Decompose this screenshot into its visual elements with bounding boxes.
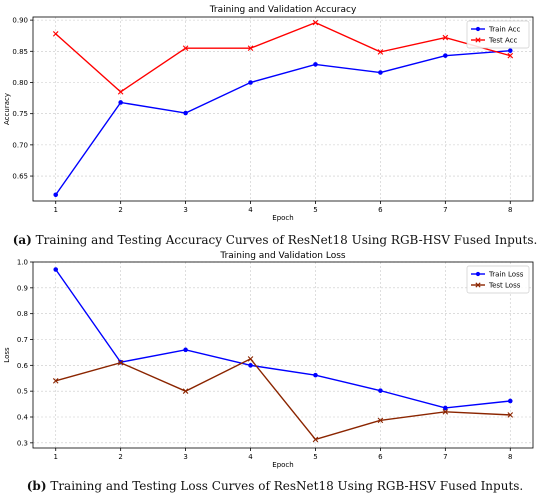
data-point bbox=[377, 417, 384, 424]
data-point bbox=[182, 45, 189, 51]
data-point bbox=[507, 48, 513, 53]
data-point bbox=[507, 52, 514, 59]
data-point bbox=[52, 31, 59, 37]
y-tick-label: 0.7 bbox=[17, 336, 28, 344]
x-tick-label: 5 bbox=[313, 453, 317, 461]
legend-label: Train Acc bbox=[488, 26, 521, 34]
data-point bbox=[247, 45, 254, 51]
legend-label: Test Acc bbox=[488, 37, 518, 45]
x-axis-label: Epoch bbox=[272, 214, 293, 222]
data-point bbox=[507, 412, 514, 418]
series-line bbox=[55, 269, 511, 409]
y-tick-label: 0.5 bbox=[17, 388, 28, 396]
data-point bbox=[182, 388, 189, 394]
series-test-loss bbox=[52, 356, 514, 443]
x-tick-label: 6 bbox=[378, 453, 383, 461]
x-tick-label: 5 bbox=[313, 206, 317, 214]
series-line bbox=[55, 49, 511, 196]
data-point bbox=[443, 53, 448, 58]
data-point bbox=[312, 436, 319, 443]
legend-item: Test Acc bbox=[471, 37, 518, 45]
y-tick-label: 0.65 bbox=[12, 173, 28, 181]
data-point bbox=[378, 388, 383, 393]
legend-item: Train Acc bbox=[471, 26, 521, 34]
legend-item: Train Loss bbox=[471, 271, 524, 279]
data-point bbox=[443, 405, 448, 411]
data-point bbox=[248, 80, 253, 85]
legend-item: Test Loss bbox=[471, 282, 521, 290]
x-tick-label: 3 bbox=[183, 206, 187, 214]
x-tick-label: 1 bbox=[53, 453, 57, 461]
data-point bbox=[378, 70, 383, 75]
x-tick-label: 4 bbox=[248, 206, 253, 214]
legend: Train Acc Test Acc bbox=[466, 20, 530, 49]
data-point bbox=[117, 359, 124, 366]
x-tick-label: 2 bbox=[118, 206, 122, 214]
series-test-acc bbox=[52, 19, 514, 95]
y-tick-label: 0.3 bbox=[17, 439, 28, 447]
data-point bbox=[53, 267, 59, 272]
x-tick-label: 3 bbox=[183, 453, 187, 461]
y-tick-label: 1.0 bbox=[17, 259, 28, 267]
caption-a: (a) Training and Testing Accuracy Curves… bbox=[12, 233, 538, 247]
y-tick-label: 0.4 bbox=[17, 414, 29, 422]
x-tick-label: 4 bbox=[248, 453, 253, 461]
data-point bbox=[53, 192, 59, 198]
data-point bbox=[247, 356, 254, 362]
x-tick-label: 7 bbox=[443, 206, 447, 214]
legend-label: Test Loss bbox=[488, 282, 521, 290]
data-point bbox=[312, 19, 319, 26]
data-point bbox=[183, 347, 188, 353]
y-tick-label: 0.85 bbox=[12, 48, 28, 56]
y-tick-label: 0.75 bbox=[12, 110, 28, 118]
y-axis-label: Accuracy bbox=[3, 93, 11, 125]
legend-label: Train Loss bbox=[488, 271, 524, 279]
y-tick-label: 0.70 bbox=[12, 141, 28, 149]
x-tick-label: 8 bbox=[508, 453, 512, 461]
plot-frame bbox=[32, 16, 534, 202]
data-point bbox=[377, 49, 384, 55]
data-point bbox=[507, 398, 513, 404]
series-train-acc bbox=[53, 48, 513, 198]
caption-b: (b) Training and Testing Loss Curves of … bbox=[26, 479, 524, 493]
loss-chart: Training and Validation Loss 1 2 3 4 5 6 7 8 0.3 0… bbox=[3, 251, 534, 469]
data-point bbox=[183, 110, 188, 116]
y-tick-label: 0.80 bbox=[12, 79, 28, 87]
x-tick-label: 6 bbox=[378, 206, 383, 214]
x-tick-label: 2 bbox=[118, 453, 122, 461]
data-point bbox=[313, 372, 318, 378]
series-line bbox=[55, 358, 511, 441]
accuracy-chart: Training and Validation Accuracy 1 2 3 4 5 6 7 8… bbox=[3, 5, 534, 222]
plot-frame bbox=[32, 261, 534, 449]
chart-title: Training and Validation Loss bbox=[219, 251, 346, 261]
data-point bbox=[442, 409, 449, 415]
data-point bbox=[313, 62, 318, 67]
x-tick-label: 1 bbox=[53, 206, 57, 214]
y-tick-label: 0.90 bbox=[12, 17, 28, 25]
x-axis-label: Epoch bbox=[272, 461, 293, 469]
chart-title: Training and Validation Accuracy bbox=[209, 5, 357, 15]
y-axis-label: Loss bbox=[3, 347, 11, 363]
series-train-loss bbox=[53, 267, 513, 411]
y-tick-label: 0.6 bbox=[17, 362, 29, 370]
data-point bbox=[117, 89, 124, 95]
data-point bbox=[442, 34, 449, 41]
y-tick-label: 0.8 bbox=[17, 310, 28, 318]
series-line bbox=[55, 21, 511, 93]
data-point bbox=[118, 100, 123, 105]
y-tick-label: 0.9 bbox=[17, 284, 28, 292]
legend: Train Loss Test Loss bbox=[466, 265, 530, 294]
x-tick-label: 7 bbox=[443, 453, 447, 461]
x-tick-label: 8 bbox=[508, 206, 512, 214]
data-point bbox=[248, 363, 253, 368]
data-point bbox=[52, 378, 59, 384]
